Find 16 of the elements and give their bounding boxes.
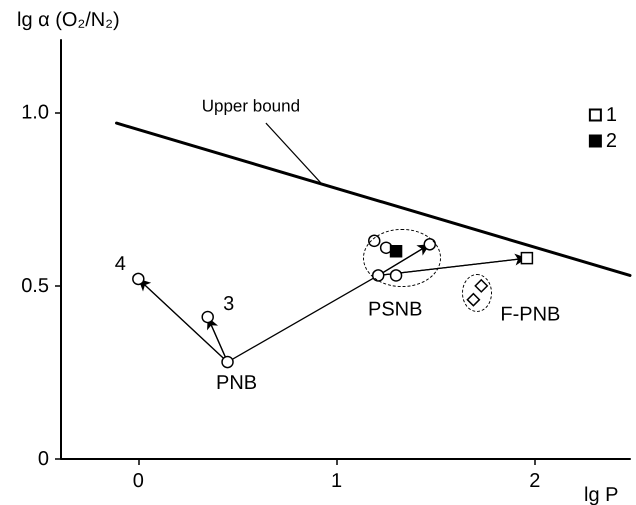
y-axis-title: lg α (O₂/N₂) (17, 9, 120, 31)
annotation: 4 (114, 252, 126, 275)
legend-label: 1 (606, 104, 617, 126)
x-tick-label: 1 (331, 470, 342, 492)
y-tick-label: 0 (38, 448, 49, 470)
x-axis-title: lg P (584, 484, 618, 505)
annotation: F-PNB (500, 304, 560, 326)
annotation: 3 (223, 293, 234, 316)
x-tick-label: 2 (529, 470, 540, 492)
y-tick-label: 1.0 (21, 102, 49, 124)
series-label: Upper bound (202, 96, 300, 116)
legend-label: 2 (606, 130, 617, 152)
x-tick-label: 0 (132, 470, 144, 492)
annotation: PNB (216, 372, 258, 394)
annotation: PSNB (368, 298, 422, 320)
y-tick-label: 0.5 (21, 274, 49, 297)
